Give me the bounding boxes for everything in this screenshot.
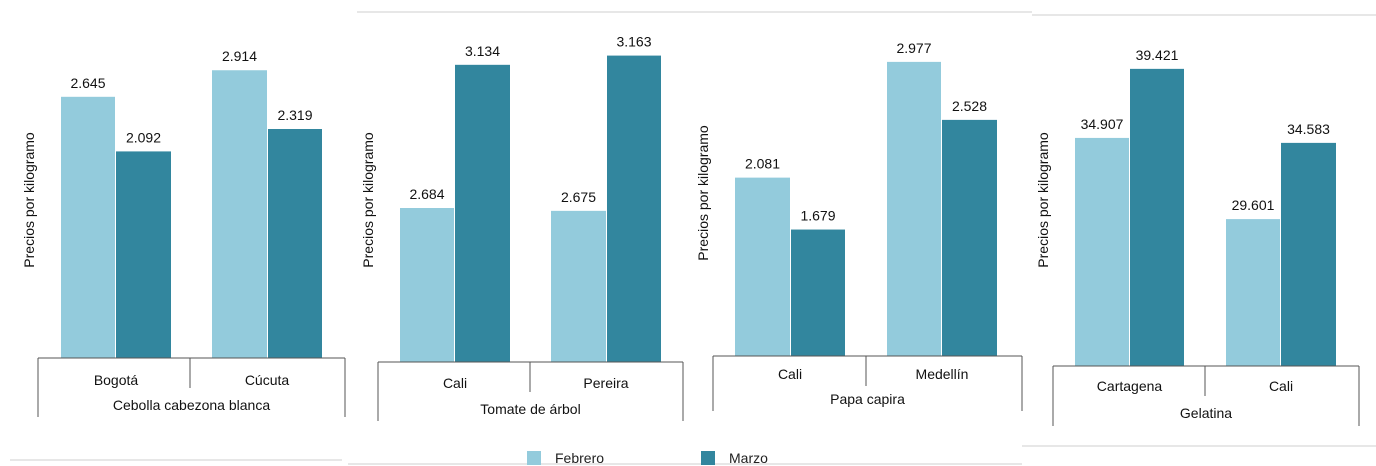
data-label-marzo-4-2: 34.583 (1287, 121, 1330, 137)
bar-marzo-3-1 (791, 229, 845, 356)
y-axis-label-4: Precios por kilogramo (1035, 132, 1051, 268)
data-label-febrero-3-2: 2.977 (896, 40, 931, 56)
data-label-marzo-2-1: 3.134 (465, 43, 500, 59)
bar-febrero-3-2 (887, 61, 941, 356)
data-label-marzo-3-2: 2.528 (952, 98, 987, 114)
bar-febrero-2-2 (551, 210, 606, 362)
bar-marzo-1-1 (116, 151, 171, 358)
category-label-1-1: Bogotá (94, 372, 139, 388)
bar-marzo-4-2 (1281, 142, 1336, 366)
group-label-3: Papa capira (830, 391, 905, 407)
legend-label-febrero: Febrero (555, 450, 605, 466)
data-label-febrero-2-1: 2.684 (409, 186, 444, 202)
data-label-febrero-4-2: 29.601 (1232, 197, 1275, 213)
data-label-marzo-2-2: 3.163 (616, 34, 651, 50)
data-label-febrero-1-1: 2.645 (70, 75, 105, 91)
data-label-marzo-1-2: 2.319 (277, 107, 312, 123)
data-label-febrero-1-2: 2.914 (222, 48, 257, 64)
y-axis-label-1: Precios por kilogramo (21, 132, 37, 268)
category-label-2-2: Pereira (583, 375, 628, 391)
bar-febrero-2-1 (400, 208, 454, 362)
data-label-febrero-4-1: 34.907 (1081, 116, 1124, 132)
bar-marzo-3-2 (942, 119, 997, 356)
category-label-4-1: Cartagena (1097, 378, 1163, 394)
data-label-marzo-1-1: 2.092 (126, 129, 161, 145)
group-label-2: Tomate de árbol (480, 401, 580, 417)
category-label-2-1: Cali (443, 375, 467, 391)
group-label-4: Gelatina (1180, 405, 1232, 421)
bar-febrero-4-2 (1226, 219, 1280, 366)
category-label-1-2: Cúcuta (245, 372, 290, 388)
legend-item-marzo: Marzo (701, 450, 768, 466)
data-label-marzo-4-1: 39.421 (1136, 47, 1179, 63)
legend-swatch-febrero (527, 451, 541, 465)
data-label-febrero-3-1: 2.081 (745, 156, 780, 172)
category-label-3-2: Medellín (916, 366, 969, 382)
bar-febrero-1-1 (61, 96, 115, 359)
group-label-1: Cebolla cabezona blanca (113, 397, 270, 413)
legend-item-febrero: Febrero (527, 450, 604, 466)
legend-label-marzo: Marzo (729, 450, 768, 466)
bar-marzo-2-1 (455, 64, 510, 363)
category-label-4-2: Cali (1269, 378, 1293, 394)
data-label-febrero-2-2: 2.675 (561, 189, 596, 205)
y-axis-label-2: Precios por kilogramo (360, 132, 376, 268)
data-label-marzo-3-1: 1.679 (800, 208, 835, 224)
y-axis-label-3: Precios por kilogramo (695, 125, 711, 261)
category-label-3-1: Cali (778, 366, 802, 382)
legend-swatch-marzo (701, 451, 715, 465)
bar-marzo-1-2 (268, 128, 322, 358)
bar-marzo-4-1 (1130, 68, 1184, 366)
bar-febrero-3-1 (735, 177, 790, 356)
bar-febrero-4-1 (1075, 137, 1129, 366)
bar-febrero-1-2 (212, 70, 267, 359)
legend: Febrero Marzo (0, 446, 1376, 466)
bar-marzo-2-2 (607, 55, 661, 362)
